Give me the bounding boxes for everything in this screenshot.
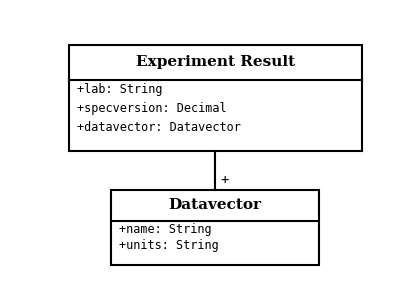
Text: +specversion: Decimal: +specversion: Decimal	[77, 102, 226, 115]
Text: +: +	[220, 173, 228, 187]
Text: Experiment Result: Experiment Result	[136, 55, 295, 70]
Bar	[111, 190, 320, 265]
Bar	[69, 45, 362, 151]
Text: +datavector: Datavector: +datavector: Datavector	[77, 121, 241, 134]
Text: +name: String: +name: String	[119, 223, 212, 236]
Text: Datavector: Datavector	[169, 198, 262, 212]
Text: +lab: String: +lab: String	[77, 83, 163, 96]
Text: +units: String: +units: String	[119, 239, 219, 253]
